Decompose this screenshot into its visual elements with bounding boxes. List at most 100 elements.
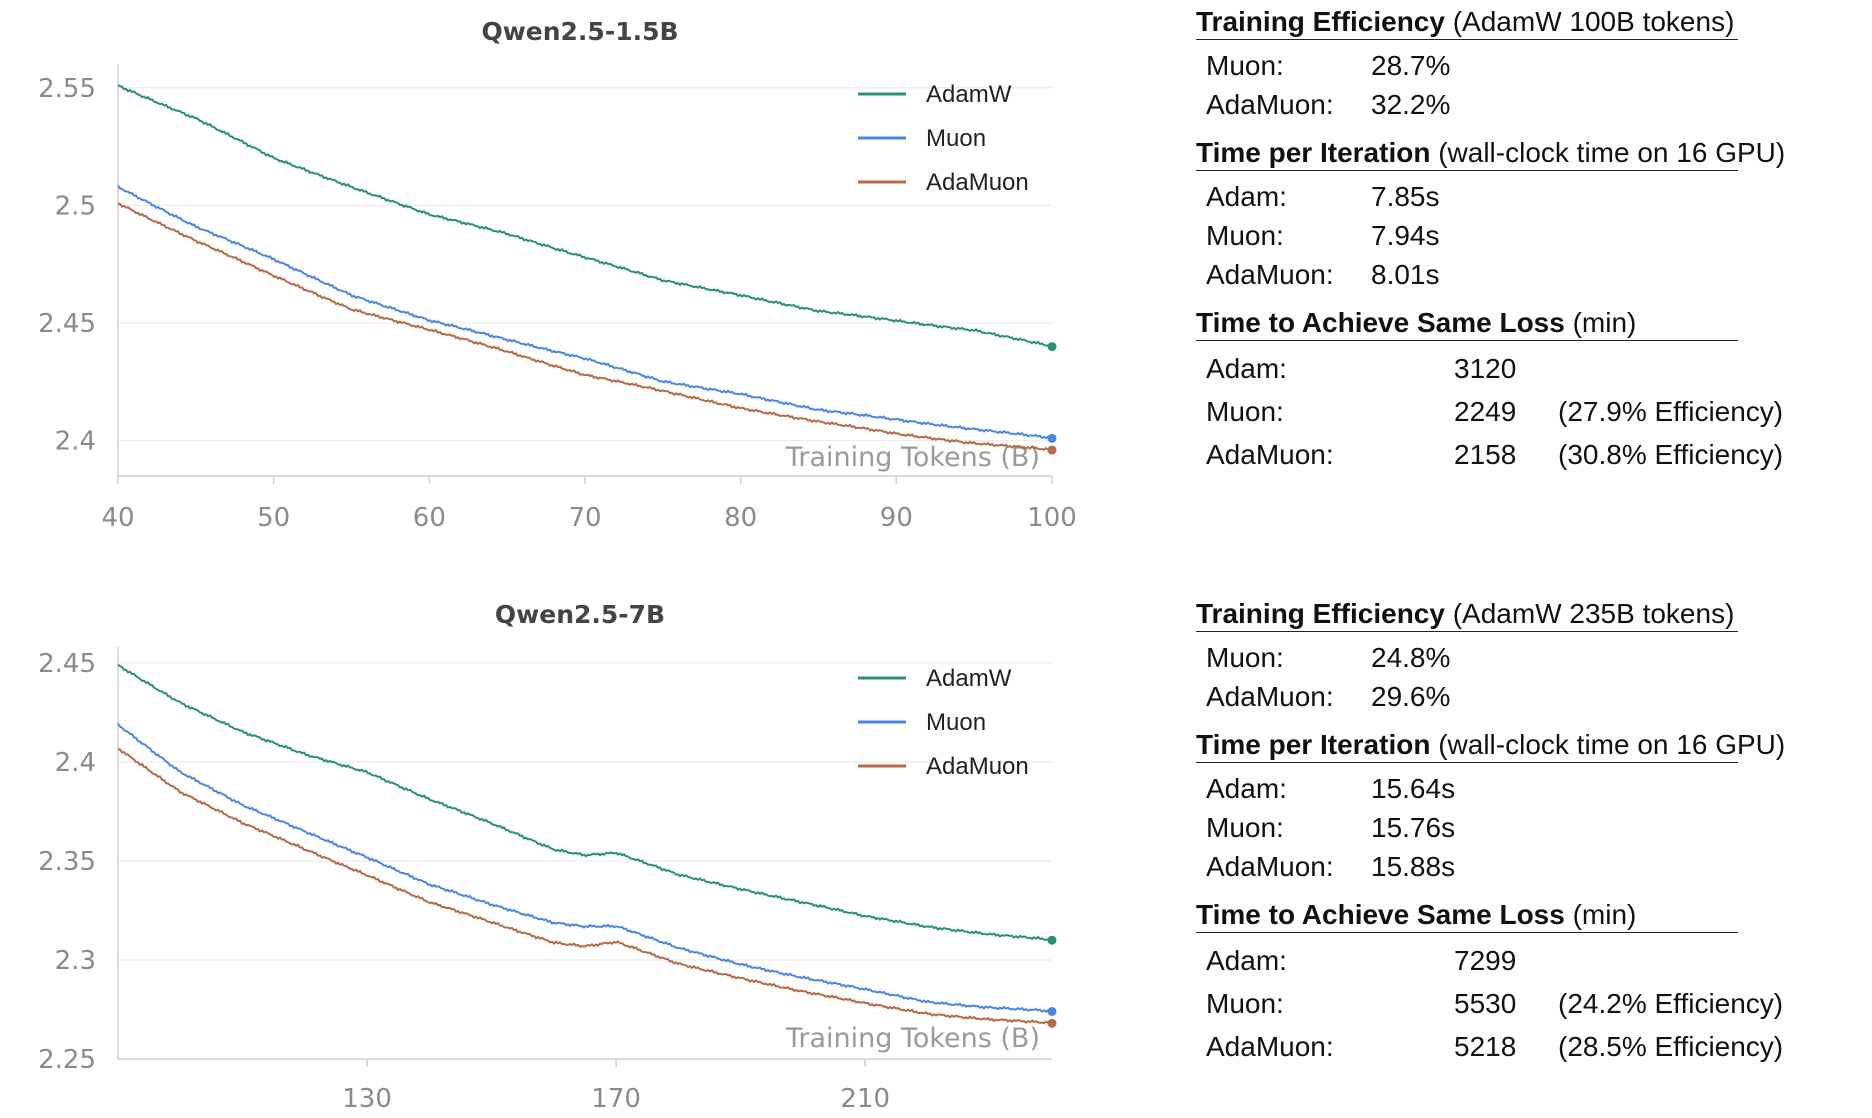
stat-value: 32.2% — [1371, 89, 1451, 120]
stat-row: Muon: 7.94s — [1196, 216, 1856, 255]
section-subtitle: (wall-clock time on 16 GPU) — [1438, 137, 1786, 168]
chart-qwen2-5-1-5b: Qwen2.5-1.5B 2.4 2.45 2.5 2.55 40 50 60 70 80 90 10… — [0, 0, 1090, 560]
x-tick-label: 60 — [413, 503, 446, 533]
series-line-adamw — [117, 84, 1053, 348]
stat-row: AdaMuon: 5218 (28.5% Efficiency) — [1196, 1025, 1856, 1068]
stat-row: AdaMuon: 32.2% — [1196, 85, 1856, 124]
stat-value: 15.76s — [1371, 812, 1456, 843]
legend-label: Muon — [926, 709, 986, 736]
y-tick-label: 2.45 — [38, 309, 96, 339]
series-line-adamuon — [117, 202, 1053, 452]
legend-label: AdaMuon — [926, 753, 1029, 780]
loss-chart-2: Qwen2.5-7B 2.25 2.3 2.35 2.4 2.45 130 170 210 Tra… — [38, 600, 1057, 1114]
series-end-point — [1047, 1006, 1057, 1016]
legend-label: Muon — [926, 125, 986, 152]
stat-value: 24.8% — [1371, 642, 1451, 673]
series-end-point — [1047, 433, 1057, 443]
x-tick-label: 40 — [101, 503, 134, 533]
series-line-adamw — [117, 663, 1053, 942]
stat-value: 7.85s — [1371, 181, 1440, 212]
time-per-iteration-heading: Time per Iteration (wall-clock time on 1… — [1196, 136, 1856, 170]
divider — [1196, 932, 1738, 933]
stat-row: Muon: 2249 (27.9% Efficiency) — [1196, 390, 1856, 433]
series-end-point — [1047, 342, 1057, 352]
series-line-adamuon — [117, 748, 1053, 1025]
time-to-same-loss-heading: Time to Achieve Same Loss (min) — [1196, 898, 1856, 932]
legend-label: AdaMuon — [926, 169, 1029, 196]
stat-value: 29.6% — [1371, 681, 1451, 712]
series-line-muon — [117, 185, 1053, 440]
stat-value: 15.64s — [1371, 773, 1456, 804]
stat-row: Muon: 15.76s — [1196, 808, 1856, 847]
x-axis-label: Training Tokens (B) — [785, 442, 1040, 473]
stat-row: Adam: 15.64s — [1196, 769, 1856, 808]
stats-panel-1: Training Efficiency (AdamW 100B tokens) … — [1196, 5, 1856, 476]
stat-value: 28.7% — [1371, 50, 1451, 81]
y-tick-label: 2.25 — [38, 1045, 96, 1075]
x-tick-label: 50 — [257, 503, 290, 533]
stat-value: 7.94s — [1371, 220, 1440, 251]
time-to-same-loss-heading: Time to Achieve Same Loss (min) — [1196, 306, 1856, 340]
stat-efficiency: (24.2% Efficiency) — [1558, 988, 1784, 1019]
stat-label: Muon: — [1206, 642, 1284, 673]
legend-label: AdamW — [926, 665, 1012, 692]
y-tick-label: 2.4 — [55, 427, 96, 457]
x-tick-label: 90 — [880, 503, 913, 533]
section-subtitle: (wall-clock time on 16 GPU) — [1438, 729, 1786, 760]
stat-label: AdaMuon: — [1206, 89, 1334, 120]
section-title: Time per Iteration — [1196, 137, 1431, 168]
stat-value: 2249 — [1454, 396, 1517, 427]
stat-label: Adam: — [1206, 353, 1287, 384]
stat-row: Muon: 28.7% — [1196, 46, 1856, 85]
section-title: Time to Achieve Same Loss — [1196, 899, 1565, 930]
stat-label: Muon: — [1206, 50, 1284, 81]
stat-row: Muon: 5530 (24.2% Efficiency) — [1196, 982, 1856, 1025]
stat-value: 15.88s — [1371, 851, 1456, 882]
y-tick-label: 2.45 — [38, 649, 96, 679]
stat-label: Muon: — [1206, 220, 1284, 251]
divider — [1196, 39, 1738, 40]
stat-value: 5530 — [1454, 988, 1517, 1019]
section-title: Training Efficiency — [1196, 598, 1445, 629]
section-subtitle: (min) — [1572, 307, 1637, 338]
stat-row: AdaMuon: 15.88s — [1196, 847, 1856, 886]
stat-value: 7299 — [1454, 945, 1517, 976]
stats-panel-2: Training Efficiency (AdamW 235B tokens) … — [1196, 597, 1856, 1068]
stat-efficiency: (27.9% Efficiency) — [1558, 396, 1784, 427]
training-efficiency-heading: Training Efficiency (AdamW 100B tokens) — [1196, 5, 1856, 39]
stat-label: Muon: — [1206, 988, 1284, 1019]
stat-value: 5218 — [1454, 1031, 1517, 1062]
stat-row: Adam: 7299 — [1196, 939, 1856, 982]
chart-title: Qwen2.5-7B — [495, 600, 665, 629]
stat-label: Adam: — [1206, 773, 1287, 804]
series-line-muon — [117, 722, 1053, 1014]
x-tick-label: 70 — [568, 503, 601, 533]
stat-efficiency: (30.8% Efficiency) — [1558, 439, 1784, 470]
stat-label: Muon: — [1206, 812, 1284, 843]
stat-efficiency: (28.5% Efficiency) — [1558, 1031, 1784, 1062]
y-tick-label: 2.35 — [38, 847, 96, 877]
training-efficiency-heading: Training Efficiency (AdamW 235B tokens) — [1196, 597, 1856, 631]
y-tick-label: 2.4 — [55, 748, 96, 778]
x-axis-label: Training Tokens (B) — [785, 1023, 1040, 1054]
x-tick-label: 210 — [840, 1084, 890, 1114]
time-per-iteration-heading: Time per Iteration (wall-clock time on 1… — [1196, 728, 1856, 762]
y-tick-label: 2.55 — [38, 74, 96, 104]
stat-value: 3120 — [1454, 353, 1517, 384]
stat-label: AdaMuon: — [1206, 681, 1334, 712]
section-subtitle: (AdamW 100B tokens) — [1452, 6, 1735, 37]
legend-label: AdamW — [926, 81, 1012, 108]
section-subtitle: (AdamW 235B tokens) — [1452, 598, 1735, 629]
stat-value: 2158 — [1454, 439, 1517, 470]
divider — [1196, 340, 1738, 341]
x-tick-label: 170 — [591, 1084, 641, 1114]
stat-label: AdaMuon: — [1206, 1031, 1334, 1062]
divider — [1196, 631, 1738, 632]
stat-label: Adam: — [1206, 181, 1287, 212]
series-end-point — [1047, 1018, 1057, 1028]
stat-row: Adam: 7.85s — [1196, 177, 1856, 216]
section-subtitle: (min) — [1572, 899, 1637, 930]
section-title: Training Efficiency — [1196, 6, 1445, 37]
x-tick-label: 80 — [724, 503, 757, 533]
stat-row: AdaMuon: 2158 (30.8% Efficiency) — [1196, 433, 1856, 476]
